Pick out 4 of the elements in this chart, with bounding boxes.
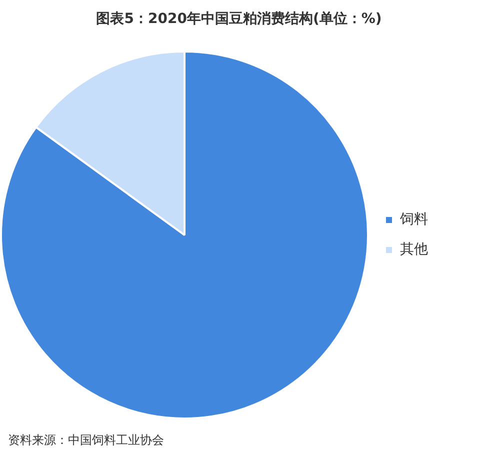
text: 资料来源：中国饲料工业协会 [8, 432, 164, 449]
legend-label: 其他 [400, 242, 428, 258]
chart-title: 图表5：2020年中国豆粕消费结构(单位：%) [95, 10, 383, 28]
legend-label: 饲料 [399, 212, 428, 228]
